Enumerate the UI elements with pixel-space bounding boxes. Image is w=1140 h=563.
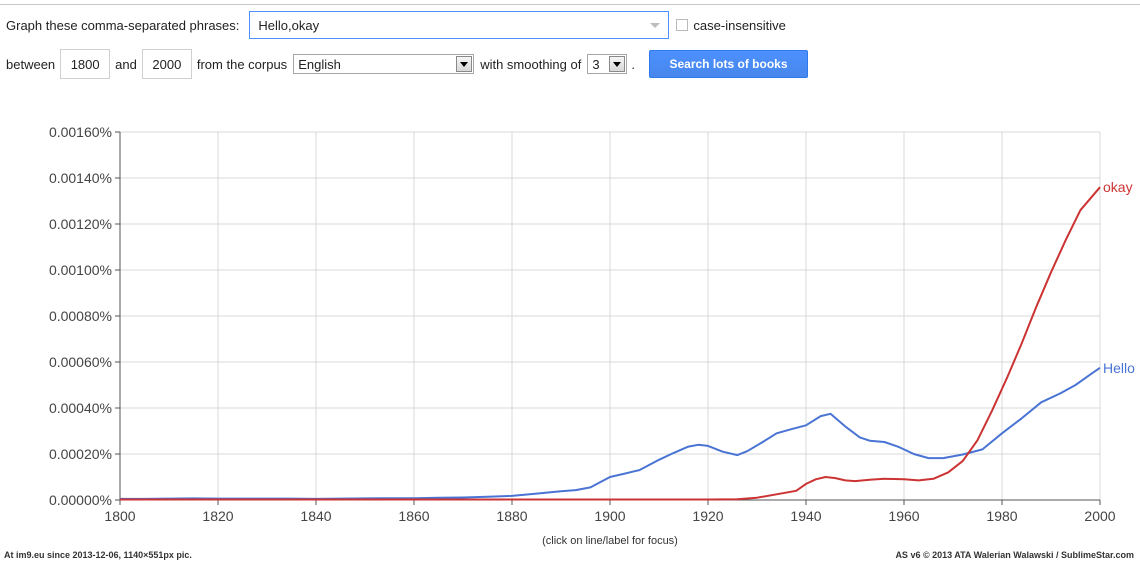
x-tick-label: 2000 — [1084, 508, 1115, 524]
y-tick-label: 0.00060% — [49, 354, 112, 370]
x-tick-label: 1800 — [104, 508, 135, 524]
top-divider — [0, 4, 1140, 5]
y-tick-label: 0.00000% — [49, 492, 112, 508]
y-tick-label: 0.00140% — [49, 170, 112, 186]
corpus-value: English — [298, 56, 341, 72]
case-insensitive-checkbox[interactable] — [676, 19, 689, 31]
corpus-label: from the corpus — [196, 56, 288, 72]
x-tick-label: 1880 — [496, 508, 527, 524]
y-tick-label: 0.00160% — [49, 124, 112, 140]
y-tick-label: 0.00020% — [49, 446, 112, 462]
x-tick-label: 1820 — [202, 508, 233, 524]
y-tick-label: 0.00040% — [49, 400, 112, 416]
x-tick-label: 1920 — [692, 508, 723, 524]
series-group[interactable]: Hello okay — [120, 179, 1135, 501]
y-tick-label: 0.00080% — [49, 308, 112, 324]
corpus-dropdown-arrow-icon[interactable] — [456, 56, 473, 72]
phrases-row: Graph these comma-separated phrases: Hel… — [6, 11, 786, 39]
corpus-select[interactable]: English — [293, 54, 475, 74]
options-row: between 1800 and 2000 from the corpus En… — [6, 49, 808, 79]
phrases-label: Graph these comma-separated phrases: — [6, 17, 240, 33]
period-text: . — [631, 56, 635, 72]
footer-left: At im9.eu since 2013-12-06, 1140×551px p… — [4, 550, 192, 560]
smoothing-label: with smoothing of — [480, 56, 582, 72]
and-label: and — [115, 56, 137, 72]
x-tick-label: 1940 — [790, 508, 821, 524]
series-line-okay[interactable] — [120, 186, 1101, 501]
smoothing-value: 3 — [592, 56, 600, 72]
y-tick-label: 0.00120% — [49, 216, 112, 232]
x-tick-label: 1960 — [888, 508, 919, 524]
smoothing-dropdown-arrow-icon[interactable] — [609, 56, 626, 72]
grid — [120, 131, 1101, 500]
start-year-input[interactable]: 1800 — [60, 49, 111, 79]
phrases-value: Hello,okay — [258, 17, 320, 33]
series-label-okay[interactable]: okay — [1103, 179, 1133, 195]
series-label-hello[interactable]: Hello — [1103, 360, 1135, 376]
axes: 0.00000% 0.00020% 0.00040% 0.00060% 0.00080%… — [49, 124, 1116, 524]
x-tick-label: 1980 — [986, 508, 1017, 524]
footer-right: AS v6 © 2013 ATA Walerian Walawski / Sub… — [895, 550, 1134, 560]
between-label: between — [6, 56, 56, 72]
smoothing-select[interactable]: 3 — [587, 54, 628, 74]
focus-hint: (click on line/label for focus) — [542, 535, 678, 547]
end-year-input[interactable]: 2000 — [141, 49, 192, 79]
y-tick-label: 0.00100% — [49, 262, 112, 278]
x-tick-label: 1860 — [398, 508, 429, 524]
search-button[interactable]: Search lots of books — [648, 50, 808, 78]
x-tick-label: 1900 — [594, 508, 625, 524]
phrases-input[interactable]: Hello,okay — [249, 11, 670, 39]
x-tick-label: 1840 — [300, 508, 331, 524]
dropdown-arrow-icon — [650, 23, 661, 28]
case-insensitive-label: case-insensitive — [693, 17, 786, 33]
